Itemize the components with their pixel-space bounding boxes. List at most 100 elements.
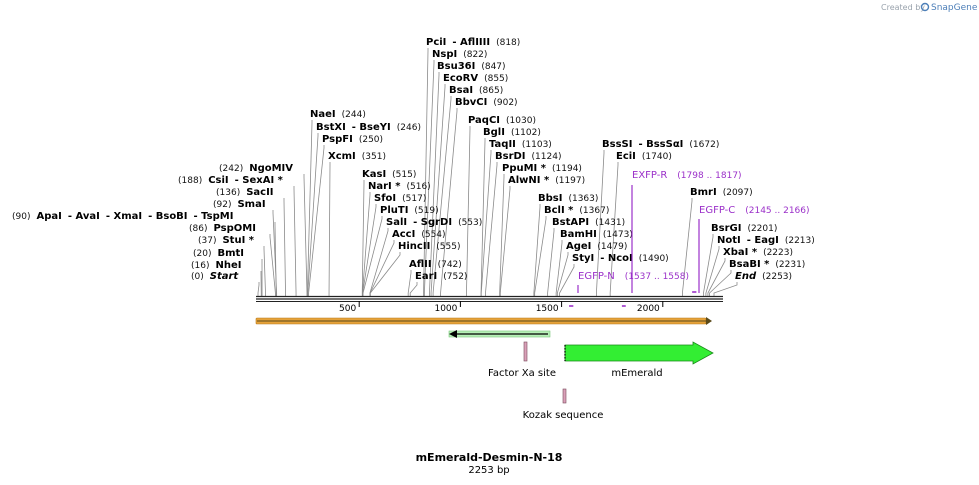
enzyme-label-bsrdi-1124[interactable]: BsrDI (1124)	[495, 151, 561, 162]
created-by-credit: Created by	[881, 3, 925, 12]
enzyme-label-alwni-1197[interactable]: AlwNI * (1197)	[508, 175, 585, 186]
enzyme-label-188-csii-sexai[interactable]: (188) CsiI - SexAI *	[178, 175, 284, 186]
primer-name: EXFP-R	[632, 170, 667, 181]
snapgene-logo-icon	[920, 2, 930, 12]
feature-label: Factor Xa site	[488, 368, 556, 379]
site-marker	[523, 341, 528, 362]
enzyme-label-nspi-822[interactable]: NspI (822)	[432, 49, 487, 60]
feature-desmin[interactable]	[255, 317, 712, 325]
enzyme-name: BsaI	[449, 85, 473, 96]
enzyme-name: BsrGI	[711, 223, 741, 234]
enzyme-leader-line	[303, 174, 308, 296]
enzyme-label-pluti-519[interactable]: PluTI (519)	[380, 205, 439, 216]
enzyme-position: (902)	[493, 98, 517, 108]
enzyme-label-styi-ncoi-1490[interactable]: StyI - NcoI (1490)	[572, 253, 669, 264]
primer-egfp-n[interactable]: EGFP-N (1537 .. 1558)	[569, 271, 689, 307]
enzyme-leader-line	[409, 282, 418, 296]
enzyme-label-ecii-1740[interactable]: EciI (1740)	[616, 151, 672, 162]
enzyme-name: StyI	[572, 253, 594, 264]
enzyme-label-0-start[interactable]: (0) Start	[191, 271, 239, 282]
enzyme-label-bbvci-902[interactable]: BbvCI (902)	[455, 97, 518, 108]
enzyme-name: StuI *	[222, 235, 254, 246]
enzyme-position: (20)	[193, 249, 211, 259]
enzyme-label-taqii-1103[interactable]: TaqII (1103)	[489, 139, 552, 150]
enzyme-name: XbaI *	[723, 247, 758, 258]
enzyme-name: - BssSαI	[638, 139, 683, 150]
enzyme-label-bcli-1367[interactable]: BclI * (1367)	[544, 205, 609, 216]
enzyme-label-bstxi-bseyi-246[interactable]: BstXI - BseYI (246)	[316, 122, 421, 133]
enzyme-label-end-2253[interactable]: End (2253)	[735, 271, 792, 282]
enzyme-label-xcmi-351[interactable]: XcmI (351)	[328, 151, 386, 162]
enzyme-name: BclI *	[544, 205, 574, 216]
enzyme-name: KasI	[362, 169, 386, 180]
enzyme-label-86-pspomi[interactable]: (86) PspOMI	[189, 223, 256, 234]
enzyme-name: BamHI	[560, 229, 597, 240]
feature-track: mEmerald Factor Xa site Kozak sequence	[255, 317, 714, 421]
enzyme-position: (752)	[443, 272, 467, 282]
arrow-left-icon	[449, 330, 457, 338]
enzyme-name: - AvaI	[68, 211, 100, 222]
enzyme-label-nari-516[interactable]: NarI * (516)	[368, 181, 431, 192]
site-marker	[562, 388, 567, 404]
enzyme-label-242-ngomiv[interactable]: (242) NgoMIV	[219, 163, 293, 174]
enzyme-label-bmri-2097[interactable]: BmrI (2097)	[690, 187, 753, 198]
enzyme-label-kasi-515[interactable]: KasI (515)	[362, 169, 416, 180]
enzyme-label-noti-eagi-2213[interactable]: NotI - EagI (2213)	[717, 235, 815, 246]
enzyme-label-sfoi-517[interactable]: SfoI (517)	[374, 193, 426, 204]
enzyme-label-acci-554[interactable]: AccI (554)	[392, 229, 446, 240]
enzyme-label-92-smai[interactable]: (92) SmaI	[213, 199, 266, 210]
enzyme-label-bsabi-2231[interactable]: BsaBI * (2231)	[729, 259, 805, 270]
enzyme-label-bsai-865[interactable]: BsaI (865)	[449, 85, 503, 96]
enzyme-leader-line	[369, 252, 401, 296]
enzyme-label-136-sacii[interactable]: (136) SacII	[216, 187, 274, 198]
enzyme-label-16-nhei[interactable]: (16) NheI	[191, 260, 241, 271]
enzyme-label-ppumi-1194[interactable]: PpuMI * (1194)	[502, 163, 582, 174]
enzyme-name: BmtI	[217, 248, 244, 259]
ruler-tick-label: 1000	[434, 304, 457, 314]
enzyme-name: - BseYI	[352, 122, 391, 133]
feature-cds[interactable]	[448, 330, 551, 338]
enzyme-label-bbsi-1363[interactable]: BbsI (1363)	[538, 193, 598, 204]
primer-exfp-r[interactable]: EXFP-R (1798 .. 1817)	[621, 170, 742, 307]
enzyme-label-90-apai-avai-xmai-bsobi-tspmi[interactable]: (90) ApaI - AvaI - XmaI - BsoBI - TspMI	[12, 211, 233, 222]
enzyme-label-20-bmti[interactable]: (20) BmtI	[193, 248, 244, 259]
enzyme-position: (1194)	[552, 164, 582, 174]
enzyme-label-bsssi-bsss-i-1672[interactable]: BssSI - BssSαI (1672)	[602, 139, 719, 150]
enzyme-label-aflii-742[interactable]: AflII (742)	[409, 259, 462, 270]
enzyme-position: (37)	[198, 236, 216, 246]
enzyme-leader-line	[283, 198, 286, 296]
primer-egfp-c[interactable]: EGFP-C (2145 .. 2166)	[692, 205, 810, 293]
enzyme-position: (1363)	[568, 194, 598, 204]
enzyme-name: BmrI	[690, 187, 717, 198]
enzyme-leader-line	[362, 204, 377, 296]
enzyme-position: (2201)	[747, 224, 777, 234]
sequence-backbone	[256, 295, 723, 302]
enzyme-label-bsu36i-847[interactable]: Bsu36I (847)	[437, 61, 506, 72]
enzyme-name: TaqII	[489, 139, 516, 150]
enzyme-label-naei-244[interactable]: NaeI (244)	[310, 109, 366, 120]
feature-factor-xa-site[interactable]: Factor Xa site	[488, 341, 556, 379]
enzyme-label-sali-sgrdi-553[interactable]: SalI - SgrDI (553)	[386, 217, 482, 228]
feature-memerald[interactable]: mEmerald	[564, 341, 714, 379]
enzyme-label-paqci-1030[interactable]: PaqCI (1030)	[468, 115, 536, 126]
feature-kozak-sequence[interactable]: Kozak sequence	[523, 388, 604, 421]
enzyme-label-agei-1479[interactable]: AgeI (1479)	[566, 241, 627, 252]
feature-label: mEmerald	[611, 368, 662, 379]
enzyme-label-pcii-afliiii-818[interactable]: PciI - AflIIII (818)	[426, 37, 520, 48]
enzyme-leader-line	[499, 186, 511, 296]
enzyme-label-bsrgi-2201[interactable]: BsrGI (2201)	[711, 223, 777, 234]
enzyme-name: EarI	[415, 271, 437, 282]
enzyme-label-eari-752[interactable]: EarI (752)	[415, 271, 467, 282]
enzyme-label-bamhi-1473[interactable]: BamHI (1473)	[560, 229, 633, 240]
enzyme-position: (188)	[178, 176, 202, 186]
enzyme-label-bstapi-1431[interactable]: BstAPI (1431)	[552, 217, 625, 228]
enzyme-position: (822)	[463, 50, 487, 60]
enzyme-label-ecorv-855[interactable]: EcoRV (855)	[443, 73, 508, 84]
enzyme-label-37-stui[interactable]: (37) StuI *	[198, 235, 255, 246]
enzyme-label-xbai-2223[interactable]: XbaI * (2223)	[723, 247, 793, 258]
enzyme-label-hincii-555[interactable]: HincII (555)	[398, 241, 461, 252]
enzyme-leader-line	[466, 126, 471, 296]
enzyme-position: (2253)	[762, 272, 792, 282]
enzyme-label-pspfi-250[interactable]: PspFI (250)	[322, 134, 383, 145]
enzyme-label-bgli-1102[interactable]: BglI (1102)	[483, 127, 541, 138]
